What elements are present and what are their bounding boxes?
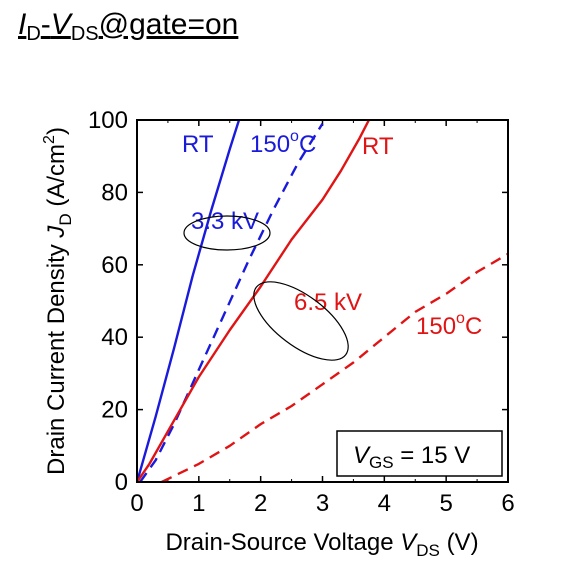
title-rest: @gate=on — [98, 8, 239, 41]
annotation-blue-group: 3.3 kV — [191, 208, 259, 235]
annotation-red-150c: 150oC — [416, 310, 482, 340]
annotation-red-150c-sup: o — [456, 310, 465, 327]
series-line-blue-rt — [135, 119, 241, 483]
x-tick-label: 6 — [501, 490, 514, 517]
y-tick-label: 60 — [101, 252, 128, 279]
y-label-unit-sup: 2 — [41, 135, 58, 144]
y-tick-label: 0 — [115, 469, 128, 496]
annotation-blue-150c: 150oC — [250, 128, 316, 158]
y-label-unit-pre: (A/cm — [43, 144, 70, 207]
x-label-main: Drain-Source Voltage — [165, 529, 393, 556]
plot-frame — [136, 119, 509, 483]
x-tick-label: 3 — [316, 490, 329, 517]
y-label-sub: D — [56, 213, 75, 225]
y-label-main: Drain Current Density — [43, 244, 70, 475]
vgs-box-text: VGS = 15 V — [353, 442, 470, 472]
x-tick-label: 2 — [254, 490, 267, 517]
x-tick-label: 0 — [130, 490, 143, 517]
series-line-blue-150c — [139, 122, 324, 483]
x-tick-label: 4 — [378, 490, 391, 517]
y-tick-label: 100 — [88, 107, 128, 134]
y-tick-label: 80 — [101, 179, 128, 206]
x-tick-label: 5 — [439, 490, 452, 517]
x-axis-label: Drain-Source Voltage VDS (V) — [165, 529, 478, 560]
vgs-text: = 15 V — [394, 442, 471, 469]
x-label-unit: (V) — [447, 529, 479, 556]
annotation-red-rt: RT — [362, 133, 394, 160]
y-label-sym: J — [43, 225, 70, 239]
page-title: ID-VDS@gate=on — [18, 8, 238, 46]
series-line-red-rt — [136, 119, 370, 483]
annotation-blue-150c-unit: C — [299, 131, 316, 158]
annotation-blue-150c-num: 150 — [250, 131, 290, 158]
title-i-sub: D — [26, 23, 41, 45]
ellipse-blue-group — [183, 215, 271, 251]
y-axis-label: Drain Current Density JD (A/cm2) — [41, 127, 75, 475]
series-line-red-150c — [161, 252, 509, 484]
ellipse-red-group — [253, 281, 349, 361]
annotation-blue-150c-sup: o — [290, 128, 299, 145]
title-v: V — [50, 8, 71, 41]
title-i: I — [18, 8, 27, 41]
vgs-box — [336, 430, 503, 477]
vgs-sub: GS — [369, 453, 394, 472]
x-label-sub: DS — [416, 541, 440, 560]
annotation-red-150c-num: 150 — [416, 313, 456, 340]
y-label-unit-post: ) — [43, 127, 70, 135]
annotation-red-150c-unit: C — [465, 313, 482, 340]
x-tick-label: 1 — [192, 490, 205, 517]
y-tick-label: 20 — [101, 397, 128, 424]
title-dash: - — [40, 8, 51, 41]
x-label-sym: V — [400, 529, 418, 556]
title-v-sub: DS — [70, 23, 99, 45]
vgs-sym: V — [353, 442, 371, 469]
annotation-blue-rt: RT — [182, 131, 214, 158]
y-tick-label: 40 — [101, 324, 128, 351]
